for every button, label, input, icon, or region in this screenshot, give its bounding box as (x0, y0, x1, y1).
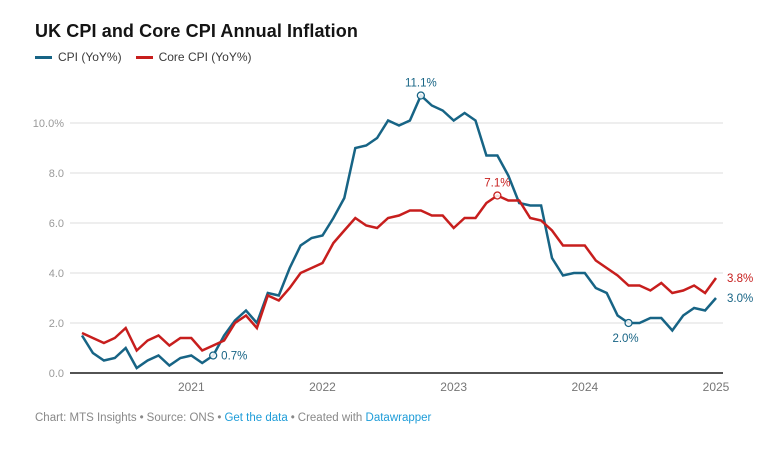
datawrapper-link[interactable]: Datawrapper (365, 412, 432, 424)
y-axis-tick-label: 0.0 (49, 368, 64, 380)
legend-label-core-cpi: Core CPI (YoY%) (158, 50, 252, 64)
legend-item-cpi: CPI (YoY%) (35, 50, 122, 64)
cpi-annotation-label: 0.7% (221, 351, 247, 363)
legend-item-core-cpi: Core CPI (YoY%) (135, 50, 252, 64)
source-credit: Source: ONS (146, 412, 215, 424)
y-axis-tick-label: 8.0 (49, 168, 64, 180)
footer-separator: • (139, 412, 144, 424)
y-axis-tick-label: 6.0 (49, 218, 64, 230)
get-the-data-link[interactable]: Get the data (224, 412, 288, 424)
core-annotation-label: 7.1% (484, 178, 510, 190)
x-axis-tick-label: 2025 (703, 380, 730, 394)
created-with-text: Created with (297, 412, 363, 424)
x-axis-tick-label: 2023 (440, 380, 467, 394)
core-line (81, 194, 718, 353)
cpi-annotation-marker (624, 318, 633, 328)
chart-footer: Chart: MTS Insights • Source: ONS • Get the … (35, 412, 431, 424)
cpi-line-swatch-icon (35, 55, 52, 59)
cpi-annotation-label: 11.1% (405, 78, 437, 90)
x-axis-tick-label: 2024 (571, 380, 598, 394)
core-annotation-marker (493, 191, 502, 200)
y-axis-tick-label: 4.0 (49, 268, 64, 280)
chart-legend: CPI (YoY%) Core CPI (YoY%) (35, 50, 252, 64)
cpi-line (80, 93, 717, 370)
legend-label-cpi: CPI (YoY%) (58, 50, 122, 64)
x-axis-tick-label: 2021 (178, 380, 205, 394)
chart-credit: Chart: MTS Insights (35, 412, 137, 424)
y-axis-tick-label: 10.0% (33, 118, 64, 130)
footer-separator: • (290, 412, 295, 424)
cpi-annotation-marker (209, 351, 218, 360)
cpi-annotation-label: 2.0% (612, 333, 638, 345)
x-axis-tick-label: 2022 (309, 380, 336, 394)
cpi-annotation-marker (416, 91, 426, 100)
footer-separator: • (217, 412, 222, 424)
core-end-label: 3.8% (727, 273, 753, 285)
core-cpi-line-swatch-icon (135, 55, 153, 59)
cpi-end-label: 3.0% (727, 293, 753, 305)
y-axis-tick-label: 2.0 (49, 318, 64, 330)
chart-title: UK CPI and Core CPI Annual Inflation (35, 21, 358, 42)
